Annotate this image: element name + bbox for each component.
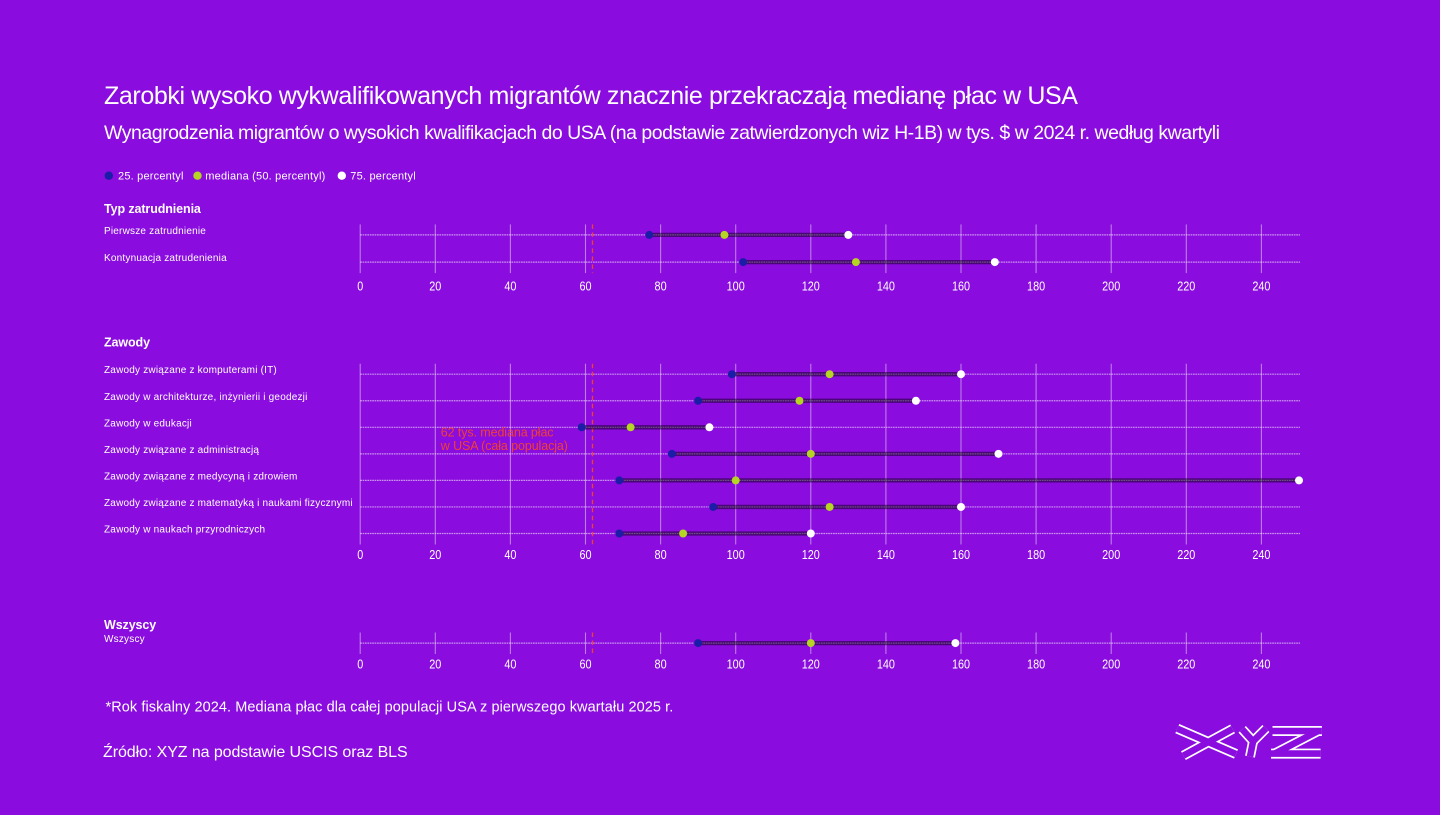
svg-text:80: 80	[655, 279, 667, 294]
svg-text:220: 220	[1177, 279, 1195, 294]
svg-text:Zarobki wysoko wykwalifikowany: Zarobki wysoko wykwalifikowanych migrant…	[104, 82, 1078, 110]
svg-text:Zawody w naukach przyrodniczyc: Zawody w naukach przyrodniczych	[104, 525, 265, 536]
svg-text:100: 100	[727, 657, 745, 672]
svg-text:240: 240	[1252, 279, 1270, 294]
svg-text:20: 20	[429, 657, 441, 672]
svg-text:mediana (50. percentyl): mediana (50. percentyl)	[205, 171, 325, 183]
svg-text:220: 220	[1177, 657, 1195, 672]
svg-text:180: 180	[1027, 547, 1045, 562]
svg-text:60: 60	[579, 547, 591, 562]
svg-text:Źródło: XYZ na podstawie USCIS: Źródło: XYZ na podstawie USCIS oraz BLS	[103, 742, 408, 761]
svg-text:Typ zatrudnienia: Typ zatrudnienia	[104, 202, 202, 216]
svg-text:120: 120	[802, 547, 820, 562]
svg-text:20: 20	[429, 279, 441, 294]
svg-text:Zawody związane z administracj: Zawody związane z administracją	[104, 445, 259, 456]
svg-text:60: 60	[579, 657, 591, 672]
svg-text:200: 200	[1102, 657, 1120, 672]
svg-text:180: 180	[1027, 279, 1045, 294]
svg-text:*Rok fiskalny 2024. Mediana pł: *Rok fiskalny 2024. Mediana płac dla cał…	[106, 700, 674, 716]
svg-text:160: 160	[952, 547, 970, 562]
svg-text:Zawody związane z komputerami: Zawody związane z komputerami (IT)	[104, 365, 277, 376]
svg-text:200: 200	[1102, 279, 1120, 294]
svg-text:62 tys. mediana płac: 62 tys. mediana płac	[441, 426, 554, 440]
svg-text:140: 140	[877, 657, 895, 672]
svg-text:Pierwsze zatrudnienie: Pierwsze zatrudnienie	[104, 226, 206, 237]
svg-text:Zawody w architekturze, inżyni: Zawody w architekturze, inżynierii i geo…	[104, 392, 308, 403]
svg-text:240: 240	[1252, 657, 1270, 672]
svg-text:140: 140	[877, 547, 895, 562]
svg-text:0: 0	[357, 657, 363, 672]
svg-text:60: 60	[579, 279, 591, 294]
svg-text:100: 100	[727, 279, 745, 294]
svg-text:80: 80	[655, 657, 667, 672]
svg-text:0: 0	[357, 279, 363, 294]
svg-text:20: 20	[429, 547, 441, 562]
svg-text:Wynagrodzenia migrantów o wyso: Wynagrodzenia migrantów o wysokich kwali…	[104, 122, 1220, 144]
svg-text:100: 100	[727, 547, 745, 562]
svg-text:Kontynuacja zatrudenienia: Kontynuacja zatrudenienia	[104, 253, 227, 264]
svg-text:160: 160	[952, 657, 970, 672]
svg-text:120: 120	[802, 279, 820, 294]
svg-text:160: 160	[952, 279, 970, 294]
svg-text:40: 40	[504, 547, 516, 562]
svg-text:25. percentyl: 25. percentyl	[118, 171, 184, 183]
svg-text:40: 40	[504, 657, 516, 672]
svg-text:200: 200	[1102, 547, 1120, 562]
svg-text:Zawody: Zawody	[104, 336, 150, 350]
svg-text:180: 180	[1027, 657, 1045, 672]
svg-text:0: 0	[357, 547, 363, 562]
svg-text:Zawody w edukacji: Zawody w edukacji	[104, 418, 192, 429]
svg-text:Wszyscy: Wszyscy	[104, 634, 145, 645]
svg-text:75. percentyl: 75. percentyl	[350, 171, 416, 183]
svg-text:240: 240	[1252, 547, 1270, 562]
svg-text:40: 40	[504, 279, 516, 294]
svg-text:80: 80	[655, 547, 667, 562]
svg-text:w USA (cała populacja): w USA (cała populacja)	[440, 439, 568, 453]
svg-text:140: 140	[877, 279, 895, 294]
svg-text:Zawody związane z matematyką i: Zawody związane z matematyką i naukami f…	[104, 498, 353, 509]
svg-text:Zawody związane z medycyną i z: Zawody związane z medycyną i zdrowiem	[104, 471, 298, 482]
svg-text:Wszyscy: Wszyscy	[104, 618, 156, 632]
svg-text:120: 120	[802, 657, 820, 672]
svg-text:220: 220	[1177, 547, 1195, 562]
